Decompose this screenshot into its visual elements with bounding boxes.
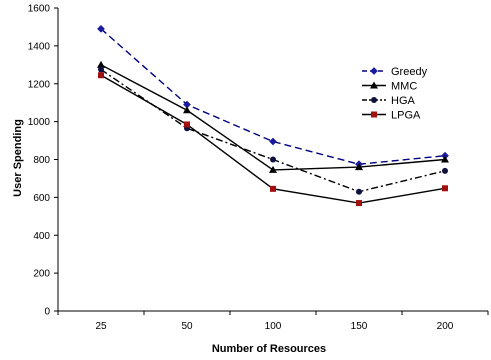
series-line-greedy (100, 28, 446, 165)
y-tick-label: 400 (33, 231, 50, 242)
data-point-lpga (356, 200, 362, 207)
legend-marker-greedy (370, 67, 378, 75)
legend-item-mmc: MMC (362, 81, 417, 93)
x-tick-label: 200 (437, 321, 454, 332)
legend-label-mmc: MMC (391, 81, 417, 93)
y-tick-label: 1600 (28, 4, 51, 15)
y-tick-label: 1000 (28, 117, 51, 128)
y-tick-labels: 0 200 400 600 800 1000 1200 1400 1600 (28, 4, 51, 318)
legend-marker-hga (371, 97, 377, 103)
y-tick-label: 800 (33, 155, 50, 166)
legend-label-hga: HGA (391, 95, 416, 107)
legend-label-lpga: LPGA (391, 110, 421, 122)
legend: Greedy MMC HGA LPGA (362, 66, 428, 122)
legend-item-hga: HGA (362, 95, 416, 107)
x-tick-labels: 25 50 100 150 200 (95, 321, 453, 332)
data-point-mmc (183, 106, 191, 114)
data-point-lpga (98, 72, 104, 79)
series-mmc (97, 60, 449, 173)
data-point-lpga (442, 185, 448, 192)
x-axis-title: Number of Resources (212, 343, 326, 355)
y-tick-label: 1200 (28, 79, 51, 90)
y-tick-label: 200 (33, 269, 50, 280)
legend-marker-lpga (371, 111, 377, 118)
x-tick-label: 50 (181, 321, 193, 332)
y-tick-label: 600 (33, 193, 50, 204)
series-hga (98, 66, 448, 195)
series-layer (97, 24, 449, 207)
data-point-mmc (441, 155, 449, 163)
data-point-mmc (97, 60, 105, 68)
x-tick-label: 100 (265, 321, 282, 332)
data-point-mmc (269, 165, 277, 173)
axes (54, 7, 489, 315)
y-axis-title: User Spending (12, 119, 24, 197)
data-point-hga (356, 188, 362, 195)
legend-marker-mmc (370, 81, 378, 89)
data-point-hga (98, 66, 104, 73)
data-point-hga (270, 156, 276, 163)
y-tick-label: 0 (44, 307, 50, 318)
data-point-lpga (184, 121, 190, 128)
y-tick-label: 1400 (28, 41, 51, 52)
legend-item-lpga: LPGA (362, 110, 421, 122)
series-lpga (98, 72, 448, 207)
data-point-greedy (97, 24, 105, 33)
data-point-hga (442, 167, 448, 174)
legend-label-greedy: Greedy (391, 66, 428, 78)
x-tick-label: 150 (351, 321, 368, 332)
data-point-mmc (355, 163, 363, 171)
data-point-greedy (269, 137, 277, 146)
x-tick-label: 25 (95, 321, 107, 332)
data-point-lpga (270, 185, 276, 192)
legend-item-greedy: Greedy (362, 66, 428, 78)
